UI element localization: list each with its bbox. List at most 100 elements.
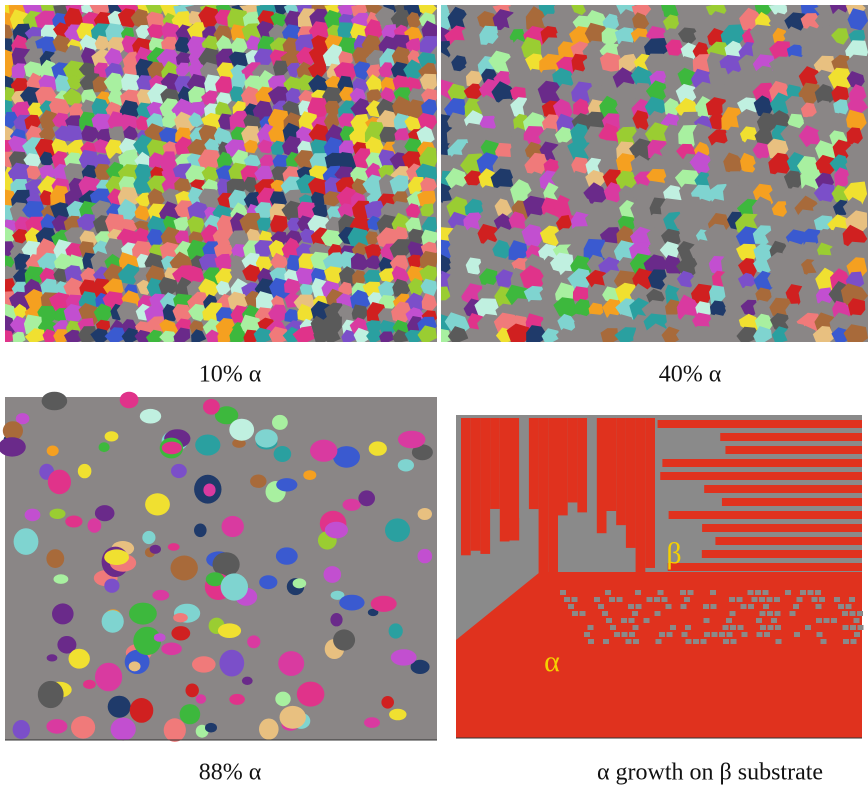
grain (130, 698, 154, 723)
grain (259, 719, 279, 740)
gray-cell (617, 597, 623, 602)
column (480, 418, 490, 554)
column (510, 418, 520, 540)
grain (364, 717, 380, 728)
grain (171, 556, 198, 581)
gray-cell (737, 597, 743, 602)
gray-cell (850, 625, 856, 630)
grain (104, 579, 119, 593)
grain (219, 650, 244, 677)
grain (99, 442, 110, 452)
grain (129, 603, 157, 625)
grain (192, 656, 216, 672)
gray-cell (815, 590, 821, 595)
grain (173, 613, 188, 622)
grain (65, 516, 82, 528)
column (616, 418, 626, 525)
gray-cell (816, 618, 822, 623)
gap (587, 418, 593, 518)
grain (48, 470, 71, 495)
grain (280, 706, 306, 729)
gray-cell (771, 618, 777, 623)
gray-cell (738, 625, 744, 630)
grain (333, 629, 355, 650)
grain (274, 446, 292, 462)
alpha-label: α (544, 645, 560, 678)
grain (276, 547, 298, 564)
gray-cell (794, 632, 800, 637)
gray-cell (752, 597, 758, 602)
gray-cell (684, 597, 690, 602)
beta-label: β (666, 537, 681, 570)
grain (95, 505, 115, 521)
grain (310, 440, 337, 462)
gray-cell (816, 604, 822, 609)
figure: 10% α 40% α 88% α α growth on β substrat… (0, 0, 868, 789)
column (626, 418, 636, 548)
stripe (662, 459, 868, 467)
grain (418, 549, 433, 563)
grain (145, 493, 170, 515)
gray-cell (588, 639, 594, 644)
gray-cell (719, 632, 725, 637)
stripe (702, 550, 868, 558)
gray-cell (819, 597, 825, 602)
gray-cell (584, 632, 590, 637)
grain (161, 643, 182, 656)
gray-cell (775, 611, 781, 616)
gray-cell (656, 639, 662, 644)
column (500, 418, 510, 541)
grain (88, 518, 102, 533)
gray-cell (764, 632, 770, 637)
gray-cell (793, 604, 799, 609)
gray-cell (633, 625, 639, 630)
grain (180, 704, 201, 724)
grain (391, 649, 417, 665)
grain (111, 718, 136, 741)
column (471, 418, 481, 551)
column (539, 418, 549, 573)
gray-cell (680, 590, 686, 595)
caption: 88% α (199, 760, 262, 786)
grain (418, 508, 432, 520)
grain (140, 409, 161, 424)
column (461, 418, 471, 555)
stripe (668, 563, 868, 571)
grain (324, 566, 342, 583)
gray-cell (760, 611, 766, 616)
gray-cell (603, 639, 609, 644)
gray-cell (726, 618, 732, 623)
grain (54, 574, 69, 584)
gray-cell (850, 611, 856, 616)
grain (275, 692, 290, 707)
gray-cell (628, 604, 634, 609)
panel-10 (5, 5, 437, 342)
gray-cell (768, 625, 774, 630)
gray-cell (742, 632, 748, 637)
stripe (704, 485, 868, 493)
grain (78, 464, 92, 478)
grain (371, 596, 397, 612)
gray-cell (614, 632, 620, 637)
gray-cell (606, 618, 612, 623)
grain (303, 470, 316, 480)
grain (69, 649, 90, 669)
gray-cell (730, 625, 736, 630)
grain (50, 509, 66, 519)
gray-cell (723, 639, 729, 644)
gray-cell (843, 639, 849, 644)
gray-cell (842, 611, 848, 616)
grain (194, 524, 207, 538)
grain (47, 654, 58, 661)
column (636, 418, 646, 576)
grain (293, 578, 307, 588)
grain (385, 518, 410, 542)
gray-cell (602, 611, 608, 616)
grain (171, 626, 190, 640)
grain (389, 623, 403, 638)
grain (259, 575, 277, 589)
gray-cell (594, 597, 600, 602)
grain (168, 543, 180, 551)
caption: 10% α (199, 362, 262, 388)
gray-cell (704, 632, 710, 637)
